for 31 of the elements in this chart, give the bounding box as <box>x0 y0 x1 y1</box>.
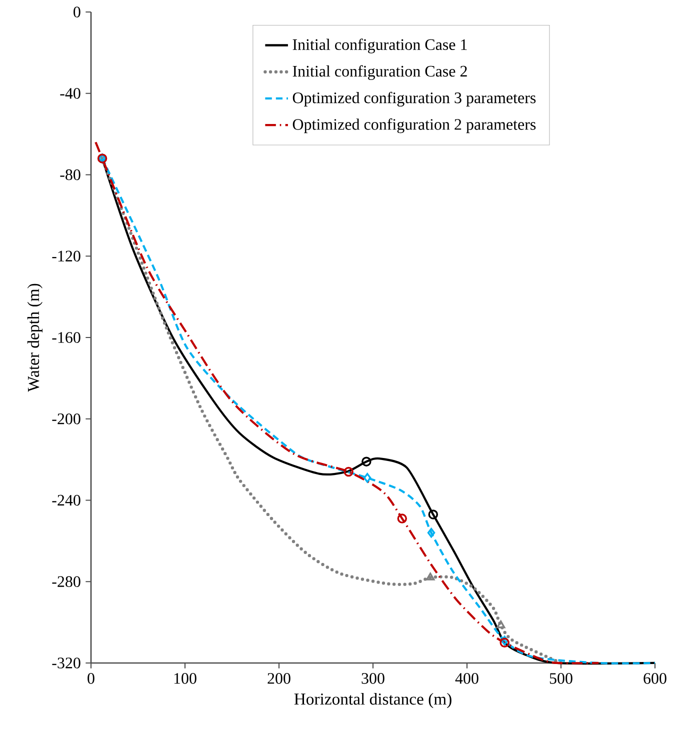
x-tick-label: 600 <box>644 673 666 684</box>
x-tick-label: 500 <box>550 673 572 684</box>
y-tick-label: -120 <box>52 250 80 262</box>
point <box>427 528 436 538</box>
point <box>362 456 372 466</box>
x-tick-label: 100 <box>174 673 196 684</box>
point <box>397 514 407 524</box>
y-tick-label: 0 <box>74 6 80 18</box>
y-tick-label: -80 <box>60 169 80 180</box>
y-tick-label: -280 <box>52 576 80 588</box>
x-tick-label: 200 <box>268 673 290 684</box>
point <box>426 572 435 580</box>
point <box>496 620 506 628</box>
legend-label: Initial configuration Case 2 <box>292 65 467 80</box>
legend-label: Optimized configuration 2 parameters <box>292 118 536 134</box>
x-tick-label: 300 <box>362 673 384 684</box>
legend-label: Optimized configuration 3 parameters <box>292 92 536 107</box>
y-tick-label: -320 <box>52 658 80 668</box>
y-tick-label: -160 <box>52 332 80 343</box>
y-tick-label: -200 <box>52 413 80 424</box>
legend-label: Initial configuration Case 1 <box>292 38 467 54</box>
point <box>363 472 372 483</box>
point <box>428 510 438 520</box>
y-tick-label: -240 <box>52 494 80 506</box>
y-axis-title: Water depth (m) <box>27 284 42 392</box>
point <box>344 466 354 477</box>
y-tick-label: -40 <box>60 88 80 99</box>
point <box>500 636 508 646</box>
x-axis-title: Horizontal distance (m) <box>294 692 452 708</box>
x-tick-label: 0 <box>88 673 94 684</box>
x-tick-label: 400 <box>455 673 478 684</box>
